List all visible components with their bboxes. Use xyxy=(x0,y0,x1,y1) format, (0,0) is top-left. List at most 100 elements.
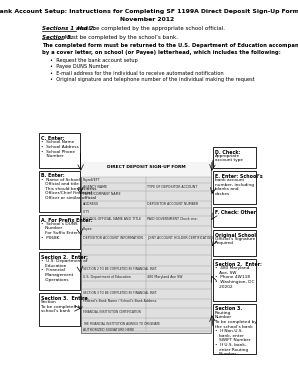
Text: •  Washington, DC: • Washington, DC xyxy=(215,280,254,284)
Text: 480 Maryland Ave SW: 480 Maryland Ave SW xyxy=(147,275,183,279)
Text: SECTION 3 TO BE COMPLETED BY FINANCIAL INST.: SECTION 3 TO BE COMPLETED BY FINANCIAL I… xyxy=(83,291,157,295)
Text: SECTION 2 TO BE COMPLETED BY FINANCIAL INST.: SECTION 2 TO BE COMPLETED BY FINANCIAL I… xyxy=(83,267,157,271)
Text: enter Routing: enter Routing xyxy=(215,348,248,352)
Text: November 2012: November 2012 xyxy=(120,17,175,22)
FancyBboxPatch shape xyxy=(213,147,256,168)
Text: •  School Address: • School Address xyxy=(41,145,79,149)
Text: Sections 1 and 2:: Sections 1 and 2: xyxy=(42,26,95,31)
Text: THE FINANCIAL INSTITUTION AGREES TO ORIGINATE: THE FINANCIAL INSTITUTION AGREES TO ORIG… xyxy=(83,322,160,326)
Text: E. Enter: School’s: E. Enter: School’s xyxy=(215,174,263,179)
Text: Original School: Original School xyxy=(215,233,256,238)
Text: bank, enter: bank, enter xyxy=(215,334,244,338)
Text: A. For Prefix Enter:: A. For Prefix Enter: xyxy=(41,218,93,223)
Text: Payroll/EFT: Payroll/EFT xyxy=(83,178,101,182)
Text: Payee: Payee xyxy=(83,227,93,231)
Text: Section 3:: Section 3: xyxy=(42,34,73,39)
FancyBboxPatch shape xyxy=(213,259,256,301)
Text: school’s bank: school’s bank xyxy=(41,309,71,313)
FancyBboxPatch shape xyxy=(39,134,80,168)
Text: Number: Number xyxy=(215,352,236,356)
Text: •  E-mail address for the individual to receive automated notification: • E-mail address for the individual to r… xyxy=(50,71,224,76)
Text: Must be completed by the appropriate school official.: Must be completed by the appropriate sch… xyxy=(77,26,226,31)
Text: Number: Number xyxy=(41,154,64,158)
Text: number, including: number, including xyxy=(215,183,254,186)
Text: •  If Non-U.S.: • If Non-U.S. xyxy=(215,329,243,333)
Text: •  Name of School: • Name of School xyxy=(41,178,80,182)
Text: •  Financial: • Financial xyxy=(41,268,65,273)
Text: D. Check:: D. Check: xyxy=(215,149,240,154)
Text: AUTHORIZED SIGNATURE HERE: AUTHORIZED SIGNATURE HERE xyxy=(83,328,134,332)
FancyBboxPatch shape xyxy=(213,304,256,354)
Text: C. Enter:: C. Enter: xyxy=(41,136,65,141)
Text: •  School’s DUNS: • School’s DUNS xyxy=(41,222,78,226)
Text: Number: Number xyxy=(41,227,63,230)
Text: the school’s bank: the school’s bank xyxy=(215,325,253,328)
Text: To be completed by: To be completed by xyxy=(215,320,257,324)
Text: ADDRESS: ADDRESS xyxy=(83,202,99,206)
Text: The completed form must be returned to the U.S. Department of Education accompan: The completed form must be returned to t… xyxy=(42,43,298,48)
FancyBboxPatch shape xyxy=(39,215,80,249)
Text: Routing: Routing xyxy=(215,311,231,315)
Text: DEPOSITOR ACCOUNT INFORMATION: DEPOSITOR ACCOUNT INFORMATION xyxy=(83,237,143,240)
Text: bank account: bank account xyxy=(215,178,244,182)
Text: Section: Section xyxy=(41,300,57,304)
Text: •  Original signature and telephone number of the individual making the request: • Original signature and telephone numbe… xyxy=(50,77,255,82)
Text: Number: Number xyxy=(215,315,232,319)
FancyBboxPatch shape xyxy=(213,171,256,204)
Text: Ave, SW: Ave, SW xyxy=(215,271,237,275)
Text: CITY: CITY xyxy=(83,210,90,213)
Text: Section 2.  Enter:: Section 2. Enter: xyxy=(41,255,88,260)
Text: Officer/Chief Financial: Officer/Chief Financial xyxy=(41,191,92,195)
Text: Official’s Signature: Official’s Signature xyxy=(215,237,255,241)
Text: DIRECT DEPOSIT SIGN-UP FORM: DIRECT DEPOSIT SIGN-UP FORM xyxy=(107,165,186,169)
Text: Appropriate: Appropriate xyxy=(215,154,240,158)
Text: For Suffix Enter:: For Suffix Enter: xyxy=(41,231,79,235)
FancyBboxPatch shape xyxy=(81,162,212,177)
Text: DEPOSITOR ACCOUNT NUMBER: DEPOSITOR ACCOUNT NUMBER xyxy=(147,202,198,206)
Text: PAYEE/COMPANY NAME: PAYEE/COMPANY NAME xyxy=(83,192,121,196)
Text: SCHOOL OFFICIAL NAME AND TITLE: SCHOOL OFFICIAL NAME AND TITLE xyxy=(83,217,141,221)
Text: U.S. Department of Education: U.S. Department of Education xyxy=(83,275,131,279)
Text: •  Request the bank account setup: • Request the bank account setup xyxy=(50,58,138,63)
Text: JOINT ACCOUNT HOLDER CERTIFICATION: JOINT ACCOUNT HOLDER CERTIFICATION xyxy=(147,237,213,240)
Text: Federal's Bank Name / School's Bank Address: Federal's Bank Name / School's Bank Addr… xyxy=(83,299,156,303)
Text: B. Enter:: B. Enter: xyxy=(41,173,65,178)
Text: •  480 Maryland: • 480 Maryland xyxy=(215,266,249,270)
Text: •  P068K: • P068K xyxy=(41,236,60,240)
Text: blanks and: blanks and xyxy=(215,187,238,191)
Text: 20202: 20202 xyxy=(215,284,233,289)
FancyBboxPatch shape xyxy=(39,252,80,290)
FancyBboxPatch shape xyxy=(213,207,256,227)
Text: •  Phone 4W118: • Phone 4W118 xyxy=(215,275,250,279)
Text: F. Check: Other: F. Check: Other xyxy=(215,210,256,215)
Text: Operations: Operations xyxy=(41,278,69,282)
Text: account type: account type xyxy=(215,158,243,163)
Text: Required: Required xyxy=(215,242,234,245)
Text: This should be Business: This should be Business xyxy=(41,187,97,191)
Text: Must be completed by the school’s bank.: Must be completed by the school’s bank. xyxy=(63,34,178,39)
Text: Section 3.: Section 3. xyxy=(215,306,242,312)
Text: Section 3.  Entire: Section 3. Entire xyxy=(41,296,88,301)
Text: dashes: dashes xyxy=(215,192,230,196)
Text: Bank Account Setup: Instructions for Completing SF 1199A Direct Deposit Sign-Up : Bank Account Setup: Instructions for Com… xyxy=(0,9,298,14)
Text: Official and title: Official and title xyxy=(41,182,79,186)
Text: Section 2.  Enter:: Section 2. Enter: xyxy=(215,262,262,267)
Text: Officer or similar official: Officer or similar official xyxy=(41,196,96,200)
Text: To be completed by: To be completed by xyxy=(41,305,83,308)
Text: PAID GOVERNMENT Check one:: PAID GOVERNMENT Check one: xyxy=(147,217,198,221)
FancyBboxPatch shape xyxy=(213,230,256,256)
Text: Education: Education xyxy=(41,264,66,268)
FancyBboxPatch shape xyxy=(39,293,80,326)
Text: •  Payee DUNS Number: • Payee DUNS Number xyxy=(50,64,109,69)
Text: •  School Phone: • School Phone xyxy=(41,149,75,154)
Text: TYPE OF DEPOSITOR ACCOUNT: TYPE OF DEPOSITOR ACCOUNT xyxy=(147,185,198,188)
Text: •  U.S. Department of: • U.S. Department of xyxy=(41,259,88,263)
Text: AGENCY NAME: AGENCY NAME xyxy=(83,185,107,188)
Text: FINANCIAL INSTITUTION CERTIFICATION: FINANCIAL INSTITUTION CERTIFICATION xyxy=(83,310,141,313)
Text: by a cover letter, on school (or Payee) letterhead, which includes the following: by a cover letter, on school (or Payee) … xyxy=(42,50,280,55)
Text: •  School Name: • School Name xyxy=(41,140,74,144)
Text: Management: Management xyxy=(41,273,73,277)
Text: SWIFT Number: SWIFT Number xyxy=(215,339,251,342)
FancyBboxPatch shape xyxy=(39,171,80,212)
FancyBboxPatch shape xyxy=(81,162,212,334)
